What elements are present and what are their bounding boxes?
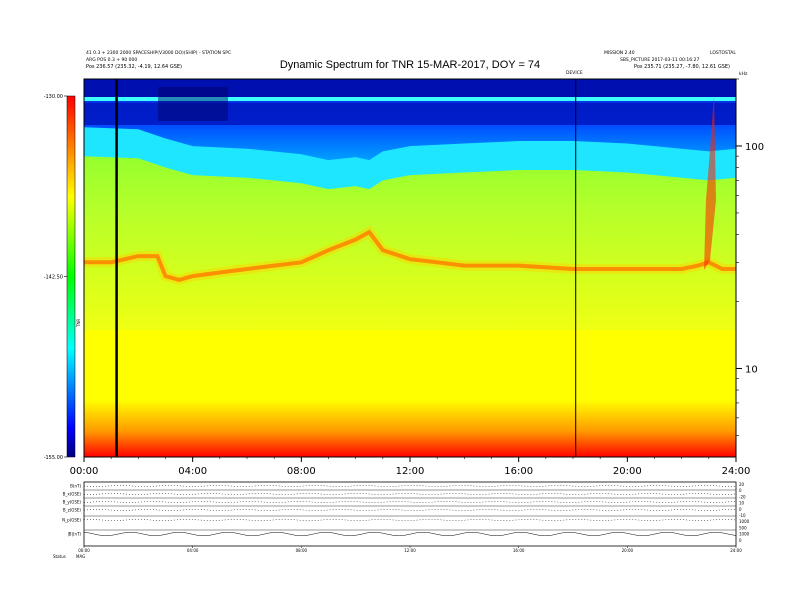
lower-time-label: 16:00 [513,548,525,553]
lower-row-label: N_p(GSE) [62,518,81,523]
spectrogram [84,79,736,457]
header-right-line-3: Pos 235.71 (235.27, -7.80, 12.61 GSE) [634,64,730,70]
footer-status: Status [53,554,66,559]
x-tick-label: 00:00 [70,466,99,477]
colorbar-ticks: -130.00 -142.50 -155.00 [44,94,67,461]
x-tick-label: 12:00 [396,466,425,477]
header-left-line-2: ARG POS 0.3 + 90 000 [86,57,137,63]
lower-trace [83,501,737,503]
lower-time-label: 24:00 [730,548,742,553]
lower-scale-label: 10 [739,501,745,506]
header-right-line-2: SBS_PICTURE 2017-03-11 00:16:27 [620,57,700,63]
cyan-stripe [84,97,736,101]
x-axis-ticks: 00:00 04:00 08:00 12:00 16:00 20:00 24:00 [70,457,751,477]
lower-scale-label: 0 [739,538,742,543]
burst-feature [704,95,716,270]
lower-panels: B(nT) B_x(GSE) B_y(GSE) B_z(GSE) N_p(GSE) |B|… [53,481,750,559]
lower-trace [83,485,737,487]
y-axis-ticks: 100 10 [736,78,764,436]
header-left-line-1: 41 0.3 + 2300 2000 SPACESHIP(V3000 DO)(S… [86,50,231,56]
plasma-line-halo [84,225,736,286]
colorbar [66,95,76,458]
lower-trace [83,493,737,495]
lower-scale-label: 20 [739,482,745,487]
lower-time-label: 12:00 [404,548,416,553]
dark-blue-band [84,103,736,125]
top-right-label: LOSTOSTAL [710,50,736,56]
lower-time-label: 08:00 [296,548,308,553]
colorbar-tick-label: -130.00 [44,94,63,100]
event-label: DEVICE [566,70,583,76]
y-tick-label: 10 [745,364,758,375]
dark-blue-top-band [84,79,736,97]
x-tick-label: 04:00 [178,466,207,477]
lower-time-label: 20:00 [622,548,634,553]
lower-scale-label: -20 [739,494,746,499]
unit-label: kHz [739,71,748,77]
lower-row-label: |B|(nT) [67,532,81,537]
lower-row-label: B(nT) [70,484,81,489]
colorbar-tick-label: -142.50 [44,275,63,281]
lower-scale-label: 0 [739,488,742,493]
header-right-line-1: MISSION 2.40 [604,50,635,56]
chart-title: Dynamic Spectrum for TNR 15-MAR-2017, DO… [280,59,540,71]
lower-row-label: B_z(GSE) [63,508,82,513]
x-tick-label: 16:00 [504,466,533,477]
lower-time-label: 04:00 [187,548,199,553]
dark-patch [158,87,228,121]
lower-trace [83,509,737,511]
lower-row-label: B_y(GSE) [63,500,82,505]
footer-mag: MAG [76,554,85,559]
lower-scale-label: 1000 [739,532,750,537]
lower-row-label: B_x(GSE) [63,492,82,497]
x-tick-label: 20:00 [613,466,642,477]
plasma-line [84,229,736,282]
lower-trace [83,531,737,537]
lower-scale-label: 500 [739,525,747,530]
lower-frame [83,481,737,547]
lower-trace [83,519,737,521]
lower-time-label: 00:00 [78,548,90,553]
x-tick-label: 08:00 [287,466,316,477]
colorbar-tick-label: -155.00 [44,455,63,461]
lower-scale-label: 1000 [739,519,750,524]
vertical-markers [115,79,577,457]
x-tick-label: 24:00 [722,466,751,477]
lower-scale-label: 0 [739,507,742,512]
colorbar-label: TNR [76,319,81,328]
y-tick-label: 100 [745,142,764,153]
lower-scale-label: -10 [739,513,746,518]
header-left-line-3: Pos 236.57 (235.32, -4.19, 12.64 GSE) [86,64,182,70]
